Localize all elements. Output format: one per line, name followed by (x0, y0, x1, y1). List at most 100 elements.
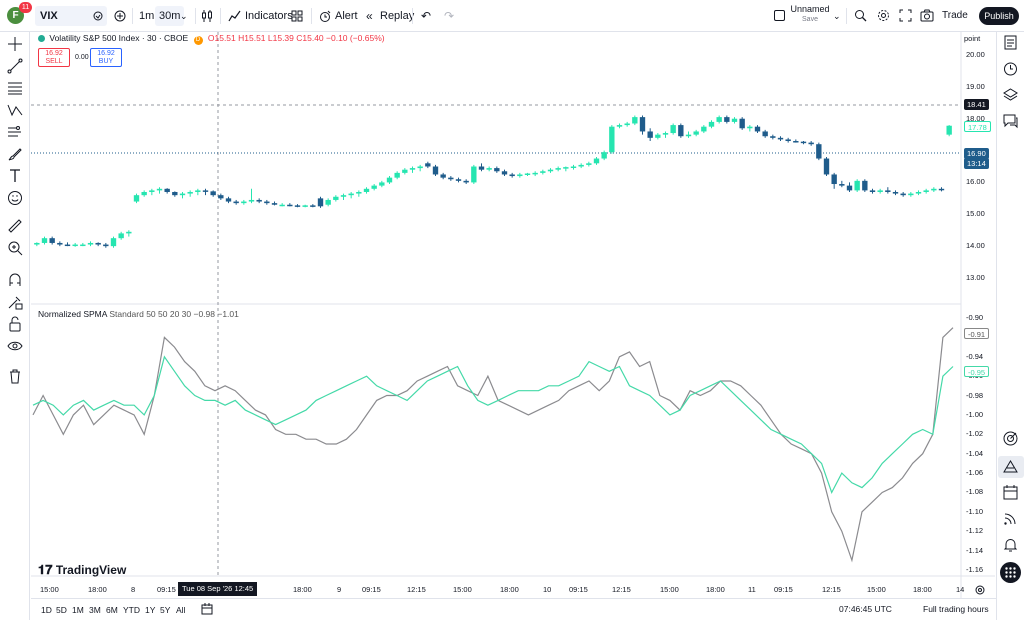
toolbar-divider (412, 8, 413, 24)
crosshair-icon[interactable] (7, 36, 23, 52)
candle-body (80, 244, 86, 247)
candle-body (486, 168, 492, 170)
alerts-clock-icon[interactable] (1002, 60, 1019, 77)
candle-body (524, 173, 531, 176)
price-axis-unit: point (964, 34, 981, 43)
axis-settings-icon[interactable] (974, 584, 986, 596)
watchlist-icon[interactable] (1002, 34, 1019, 51)
range-button-6m[interactable]: 6M (106, 605, 118, 615)
range-button-5d[interactable]: 5D (56, 605, 67, 615)
time-tick-label: 10 (543, 585, 552, 594)
utc-clock[interactable]: 07:46:45 UTC (839, 604, 892, 614)
candle-body (57, 242, 63, 245)
range-button-3m[interactable]: 3M (89, 605, 101, 615)
replay-icon[interactable]: « (366, 9, 373, 23)
eye-icon[interactable] (7, 338, 23, 354)
replay-button[interactable]: Replay (380, 10, 415, 22)
chat-icon[interactable] (1002, 112, 1019, 129)
candle-body (64, 244, 71, 247)
indicator-legend[interactable]: Normalized SPMA Standard 50 50 20 30 −0.… (38, 309, 239, 319)
time-tick-label: 8 (131, 585, 136, 594)
notifications-bell-icon[interactable] (1002, 536, 1019, 553)
symbol-title[interactable]: Volatility S&P 500 Index · 30 · CBOE (49, 33, 189, 43)
fullscreen-icon[interactable] (899, 9, 912, 22)
price-tick-label: 15.00 (966, 209, 985, 219)
emoji-icon[interactable] (7, 190, 23, 206)
prediction-icon[interactable] (7, 124, 23, 140)
ideas-triangle-icon[interactable] (1002, 458, 1019, 475)
target-icon[interactable] (1002, 430, 1019, 447)
time-tick-label: 18:00 (913, 585, 932, 594)
layout-checkbox-icon[interactable] (774, 10, 785, 21)
camera-icon[interactable] (920, 9, 934, 22)
candle-body (908, 193, 914, 196)
streams-icon[interactable] (1002, 510, 1019, 527)
interval-1m[interactable]: 1m (139, 10, 155, 22)
symbol-search-input[interactable]: VIX (35, 6, 107, 26)
range-button-1y[interactable]: 1Y (145, 605, 156, 615)
magnet-icon[interactable] (7, 272, 23, 288)
lock-drawing-icon[interactable] (7, 294, 23, 310)
candle-body (356, 191, 362, 194)
trade-button[interactable]: Trade (942, 10, 968, 21)
time-tick-label: 12:15 (612, 585, 631, 594)
brush-icon[interactable] (7, 146, 23, 162)
time-tick-label: 11 (748, 585, 756, 594)
alert-clock-icon[interactable] (319, 10, 331, 23)
zoom-in-icon[interactable] (7, 240, 23, 256)
candle-body (701, 126, 707, 132)
compare-add-icon[interactable] (114, 10, 126, 22)
candle-body (685, 134, 692, 137)
pattern-icon[interactable] (7, 102, 23, 118)
sell-button[interactable]: 16.92 SELL (38, 48, 70, 67)
candle-body (133, 195, 140, 202)
buy-price: 16.92 (97, 50, 115, 57)
candle-body (156, 188, 163, 191)
symbol-info-icon[interactable] (93, 11, 103, 21)
tv-logo-text: TradingView (55, 563, 127, 577)
layers-icon[interactable] (1002, 86, 1019, 103)
calendar-icon[interactable] (1002, 484, 1019, 501)
layout-save-label: Save (802, 16, 818, 23)
fib-lines-icon[interactable] (7, 80, 23, 96)
candle-body (938, 188, 945, 191)
range-button-all[interactable]: All (176, 605, 186, 615)
buy-button[interactable]: 16.92 BUY (90, 48, 122, 67)
candle-body (785, 139, 791, 142)
price-chart-canvas[interactable] (31, 32, 995, 598)
indicators-icon[interactable] (228, 10, 241, 22)
redo-icon[interactable]: ↷ (444, 9, 455, 23)
range-button-ytd[interactable]: YTD (123, 605, 140, 615)
trash-icon[interactable] (7, 368, 23, 384)
candle-body (586, 163, 592, 165)
chevron-down-icon[interactable]: ⌄ (833, 11, 841, 21)
candle-body (379, 182, 385, 186)
candle-body (862, 180, 868, 191)
publish-button[interactable]: Publish (979, 7, 1019, 25)
range-button-1m[interactable]: 1M (72, 605, 84, 615)
candle-body (831, 174, 837, 185)
chevron-down-icon[interactable]: ⌄ (180, 11, 188, 21)
time-tick-label: 15:00 (867, 585, 886, 594)
trend-line-icon[interactable] (7, 58, 23, 74)
time-tick-label: 18:00 (88, 585, 107, 594)
quick-search-icon[interactable] (854, 9, 867, 22)
range-button-5y[interactable]: 5Y (160, 605, 171, 615)
apps-menu-button[interactable] (1000, 562, 1021, 583)
layouts-icon[interactable] (291, 10, 303, 22)
candles-style-icon[interactable] (201, 9, 213, 23)
session-selector[interactable]: Full trading hours (923, 604, 989, 614)
layout-save-button[interactable]: Unnamed Save (790, 4, 830, 24)
settings-gear-icon[interactable] (877, 9, 890, 22)
undo-icon[interactable]: ↶ (421, 9, 432, 23)
ruler-icon[interactable] (7, 218, 23, 234)
interval-30m[interactable]: 30m (155, 6, 185, 26)
candle-body (172, 191, 178, 196)
range-button-1d[interactable]: 1D (41, 605, 52, 615)
lock-icon[interactable] (7, 316, 23, 332)
date-range-calendar-icon[interactable] (201, 603, 213, 615)
alert-button[interactable]: Alert (335, 10, 358, 22)
indicators-button[interactable]: Indicators (245, 10, 293, 22)
text-tool-icon[interactable] (7, 168, 23, 184)
candle-body (149, 190, 155, 192)
